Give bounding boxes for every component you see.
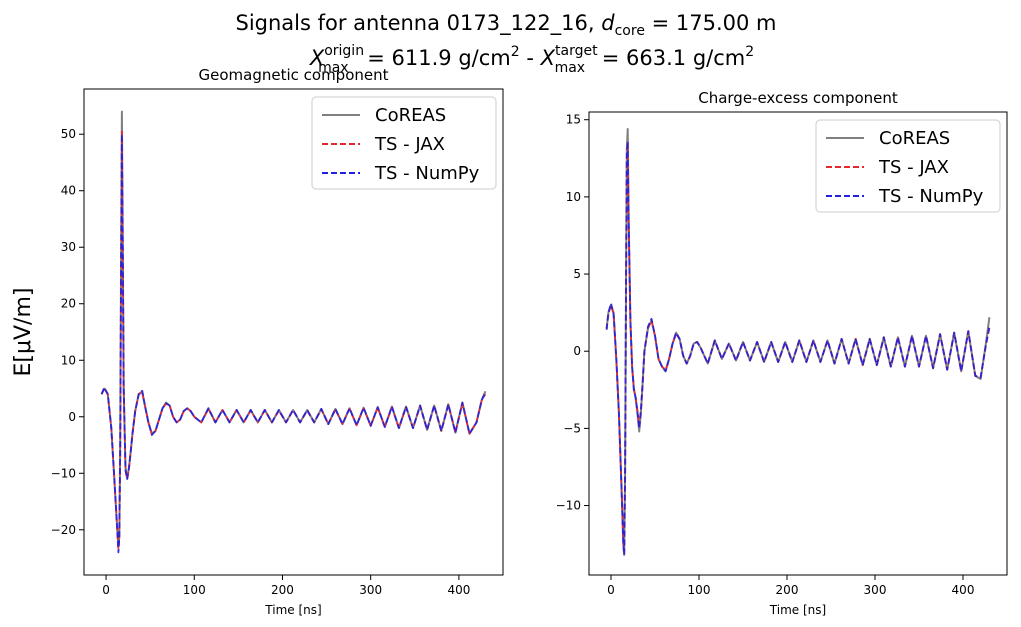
x-tick-label: 0 (607, 583, 615, 597)
y-tick-label: −10 (556, 499, 581, 513)
y-tick-label: 5 (573, 267, 581, 281)
x-axis-label: Time [ns] (769, 603, 826, 617)
y-tick-label: 0 (68, 410, 76, 424)
y-tick-label: 15 (566, 113, 581, 127)
x-tick-label: 200 (776, 583, 799, 597)
x-tick-label: 100 (183, 583, 206, 597)
y-tick-label: 10 (61, 353, 76, 367)
panel-title: Charge-excess component (698, 89, 898, 107)
x-tick-label: 400 (952, 583, 975, 597)
x-tick-label: 0 (102, 583, 110, 597)
axes-frame (83, 88, 504, 576)
axes-frame (588, 111, 1008, 576)
legend-label: TS - JAX (374, 134, 445, 155)
series-group (100, 110, 487, 554)
y-tick-label: 40 (61, 184, 76, 198)
x-tick-label: 300 (864, 583, 887, 597)
legend: CoREAS TS - JAX TS - NumPy (311, 96, 497, 190)
y-tick-label: 50 (61, 127, 76, 141)
legend-label: TS - NumPy (374, 163, 480, 184)
figure-title-line1: Signals for antenna 0173_122_16, dcore =… (235, 11, 776, 39)
y-tick-label: −10 (51, 466, 76, 480)
x-tick-label: 200 (271, 583, 294, 597)
legend: CoREAS TS - JAX TS - NumPy (815, 119, 1001, 213)
panel-title: Geomagnetic component (198, 66, 388, 84)
figure-title-line2: Xorigin max = 611.9 g/cm2 - Xtarget max = … (309, 43, 754, 76)
legend-label: CoREAS (879, 128, 950, 149)
legend-label: CoREAS (375, 105, 446, 126)
series-line-ts-numpy (605, 140, 991, 556)
y-tick-label: −20 (51, 523, 76, 537)
y-tick-label: 20 (61, 297, 76, 311)
y-tick-label: 30 (61, 240, 76, 254)
y-tick-label: −5 (563, 421, 581, 435)
x-axis-label: Time [ns] (264, 603, 321, 617)
x-tick-label: 100 (688, 583, 711, 597)
y-tick-label: 0 (573, 344, 581, 358)
y-axis-label: E[μV/m] (11, 288, 36, 377)
legend-frame (815, 119, 1001, 213)
x-tick-label: 400 (447, 583, 470, 597)
series-group (605, 128, 991, 556)
legend-frame (311, 96, 497, 190)
series-line-ts-numpy (100, 133, 487, 554)
legend-label: TS - JAX (878, 157, 949, 178)
legend-label: TS - NumPy (878, 186, 984, 207)
y-tick-label: 10 (566, 190, 581, 204)
x-tick-label: 300 (359, 583, 382, 597)
series-line-ts-jax (100, 130, 487, 551)
